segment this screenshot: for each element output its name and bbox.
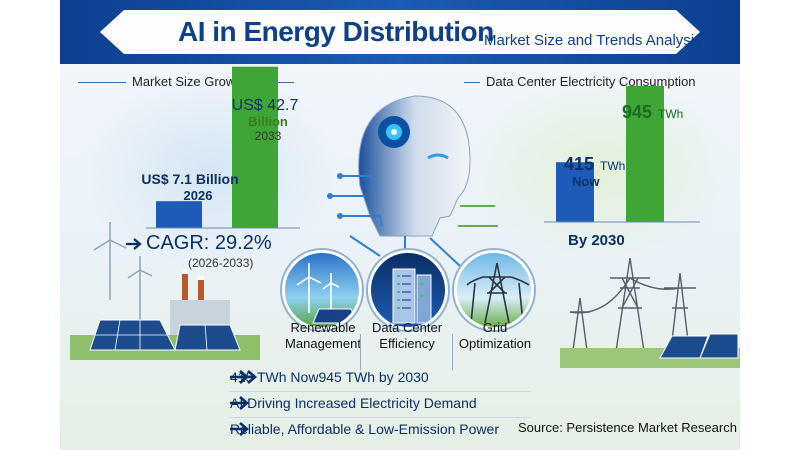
market-size-chart: US$ 7.1 Billion 2026 US$ 42.7 Billion 20… [141, 66, 300, 229]
infographic: AI in Energy Distribution Market Size an… [60, 0, 740, 450]
future-unit: TWh [658, 107, 683, 121]
right-landscape [560, 257, 740, 368]
highlight-text: 945 TWh by 2030 [318, 369, 429, 385]
solar-panel-icon [89, 319, 241, 351]
label-line: Management [285, 336, 361, 351]
transmission-tower-icon [466, 262, 530, 324]
divider [230, 391, 530, 392]
renewable-management-label: Renewable Management [258, 320, 388, 352]
label-line: Efficiency [379, 336, 435, 351]
arrow-right-icon [230, 396, 249, 410]
arrow-right-icon [238, 370, 257, 384]
left-landscape [70, 222, 260, 360]
bar-2033 [232, 66, 278, 228]
future-value: 945 [622, 102, 652, 122]
bar-label-2033-suffix: Billion [248, 114, 288, 129]
market-section-label: Market Size Growth [132, 74, 247, 89]
section-rule [464, 82, 480, 83]
now-label: Now [572, 174, 600, 189]
background-glow-right [460, 70, 740, 270]
divider [230, 417, 530, 418]
bar-label-2026: US$ 7.1 Billion [141, 171, 238, 187]
label-line: Renewable [290, 320, 356, 335]
now-unit: TWh [600, 159, 625, 173]
future-label: By 2030 [568, 232, 625, 249]
label-line: Data Center [371, 320, 443, 335]
transmission-tower-icon [569, 257, 696, 359]
grid-optimization-label: Grid Optimization [430, 320, 560, 352]
label-line: Grid [482, 320, 508, 335]
bar-2030 [626, 85, 664, 222]
background-glow-left [80, 70, 340, 270]
page-subtitle: Market Size and Trends Analysis [484, 32, 702, 49]
highlight-row: Reliable, Affordable & Low-Emission Powe… [230, 418, 499, 440]
bar-2026 [156, 201, 202, 228]
label-line: Optimization [458, 336, 532, 351]
datacenter-section-label: Data Center Electricity Consumption [486, 74, 696, 89]
cagr-arrow-icon [126, 238, 142, 250]
grid-optimization-circle [454, 250, 534, 330]
bar-year-2026: 2026 [184, 188, 213, 203]
divider [452, 334, 453, 370]
section-rule [78, 82, 126, 83]
divider [360, 334, 361, 370]
arrow-right-icon [230, 422, 249, 436]
cagr-period: (2026-2033) [188, 256, 254, 270]
ai-robot-head-icon [327, 95, 498, 267]
bar-label-2033-prefix: US$ 42.7 [232, 97, 299, 114]
header-banner: AI in Energy Distribution Market Size an… [60, 0, 740, 64]
bar-now [556, 162, 594, 222]
wind-turbine-icon [93, 222, 153, 320]
renewable-management-circle [282, 250, 362, 330]
source-credit: Source: Persistence Market Research [518, 420, 737, 435]
banner-plate [100, 10, 700, 54]
solar-panel-icon [659, 333, 739, 359]
highlight-row: AI Driving Increased Electricity Demand [230, 392, 477, 414]
datacenter-consumption-chart: 415 TWh Now 945 TWh [544, 85, 700, 223]
datacenter-efficiency-circle [368, 250, 448, 330]
datacenter-efficiency-label: Data Center Efficiency [342, 320, 472, 352]
bar-year-2033: 2033 [255, 129, 282, 143]
server-rack-icon [392, 268, 432, 324]
cagr-value: CAGR: 29.2% [146, 232, 272, 254]
highlight-text: AI Driving Increased Electricity Demand [230, 395, 477, 411]
now-value: 415 [564, 154, 594, 174]
page-title: AI in Energy Distribution [178, 16, 494, 47]
highlight-row: 415 TWh Now 945 TWh by 2030 [230, 366, 429, 388]
wind-solar-icon [296, 263, 358, 324]
highlight-text: Reliable, Affordable & Low-Emission Powe… [230, 421, 499, 437]
